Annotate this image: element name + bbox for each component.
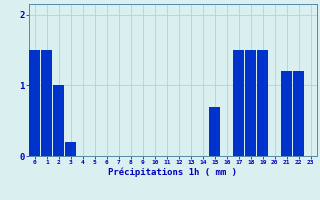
Bar (29, 50, 40, 156)
Bar (245, 50, 256, 156)
Bar (209, 107, 220, 156)
Bar (65, 142, 76, 156)
X-axis label: Précipitations 1h ( mm ): Précipitations 1h ( mm ) (108, 168, 237, 177)
Bar (293, 71, 304, 156)
Bar (281, 71, 292, 156)
Bar (233, 50, 244, 156)
Bar (53, 85, 64, 156)
Bar (257, 50, 268, 156)
Bar (41, 50, 52, 156)
